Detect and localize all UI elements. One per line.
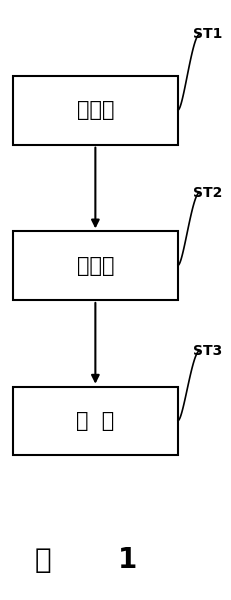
- Bar: [13, 386, 177, 455]
- Text: ST3: ST3: [192, 344, 221, 358]
- Text: ST1: ST1: [192, 27, 222, 41]
- Bar: [13, 76, 177, 145]
- Text: 研  磨: 研 磨: [76, 411, 114, 431]
- Text: ST2: ST2: [192, 185, 222, 199]
- Text: 精磨削: 精磨削: [76, 256, 114, 275]
- Text: 1: 1: [117, 546, 137, 574]
- Text: 粗磨削: 粗磨削: [76, 100, 114, 121]
- Text: 图: 图: [34, 546, 51, 574]
- Bar: [13, 232, 177, 300]
